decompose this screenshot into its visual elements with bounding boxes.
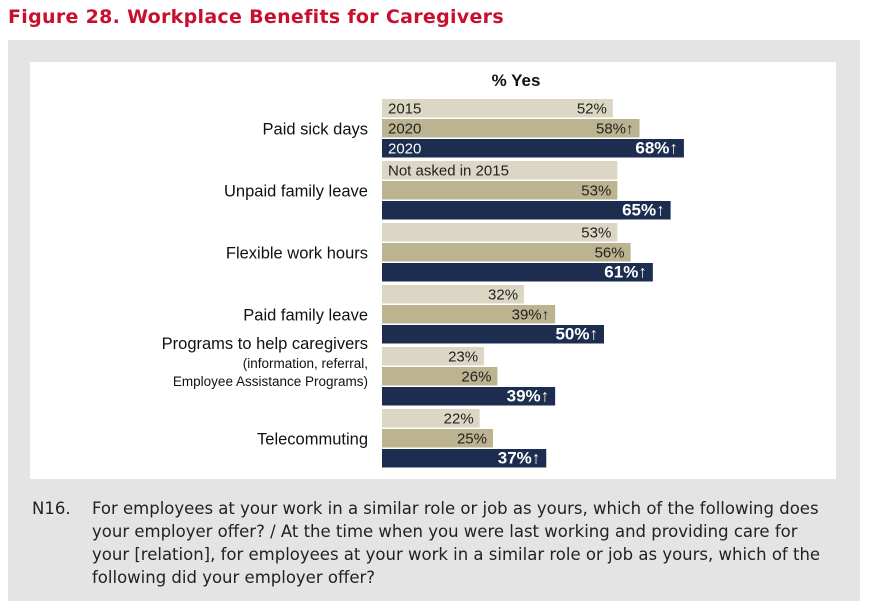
bar-value-label: 65%↑ xyxy=(622,201,665,220)
bar-value-label: 58%↑ xyxy=(596,121,634,138)
chart-panel: % Yes Paid sick days 52% 58%↑ 68%↑ 2015 2020 20… xyxy=(30,62,836,479)
figure-title: Figure 28. Workplace Benefits for Caregi… xyxy=(8,6,504,28)
legend-label: 2015 xyxy=(388,101,421,118)
bar-value-label: 53% xyxy=(581,183,611,200)
bar-1-4 xyxy=(382,367,498,386)
legend-label: 2020 xyxy=(388,141,421,158)
bar-value-label: 32% xyxy=(488,287,518,304)
category-sublabel: (information, referral, xyxy=(243,356,368,371)
bar-0-1 xyxy=(382,161,618,180)
category-label: Telecommuting xyxy=(257,430,368,448)
bar-1-1 xyxy=(382,181,618,200)
bar-2-4 xyxy=(382,387,556,406)
bar-value-label: 39%↑ xyxy=(507,387,550,406)
bar-2-1 xyxy=(382,201,671,220)
bar-0-4 xyxy=(382,347,485,366)
bar-value-label: 56% xyxy=(595,245,625,262)
bar-value-label: 68%↑ xyxy=(635,139,678,158)
bar-1-3 xyxy=(382,305,556,324)
category-label: Flexible work hours xyxy=(226,244,368,262)
chart-title: % Yes xyxy=(492,71,541,90)
bar-value-label: Not asked in 2015 xyxy=(388,163,509,180)
bar-2-3 xyxy=(382,325,604,344)
bar-0-2 xyxy=(382,223,618,242)
bar-0-5 xyxy=(382,409,480,428)
category-label: Programs to help caregivers xyxy=(162,335,368,353)
bar-1-0 xyxy=(382,119,640,138)
note-id: N16. xyxy=(32,499,71,518)
bar-2-2 xyxy=(382,263,653,282)
bar-value-label: 23% xyxy=(448,349,478,366)
bar-1-5 xyxy=(382,429,493,448)
chart-svg: % Yes Paid sick days 52% 58%↑68%↑ 2015 2020 20… xyxy=(162,71,684,468)
category-label: Paid family leave xyxy=(243,306,368,324)
category-label: Paid sick days xyxy=(263,120,368,138)
bar-0-0 xyxy=(382,99,613,118)
legend-label: 2020 xyxy=(388,121,421,138)
bar-value-label: 22% xyxy=(444,411,474,428)
bar-value-label: 26% xyxy=(461,369,491,386)
bar-value-label: 52% xyxy=(577,101,607,118)
category-label: Unpaid family leave xyxy=(224,182,368,200)
bar-value-label: 25% xyxy=(457,431,487,448)
bar-value-label: 53% xyxy=(581,225,611,242)
bar-0-3 xyxy=(382,285,525,304)
category-sublabel: Employee Assistance Programs) xyxy=(173,374,368,389)
bar-value-label: 61%↑ xyxy=(604,263,647,282)
bar-value-label: 39%↑ xyxy=(512,307,550,324)
bar-2-0 xyxy=(382,139,684,158)
bar-value-label: 37%↑ xyxy=(498,449,541,468)
bar-1-2 xyxy=(382,243,631,262)
bar-2-5 xyxy=(382,449,547,468)
note-text: For employees at your work in a similar … xyxy=(92,499,821,587)
bar-value-label: 50%↑ xyxy=(555,325,598,344)
